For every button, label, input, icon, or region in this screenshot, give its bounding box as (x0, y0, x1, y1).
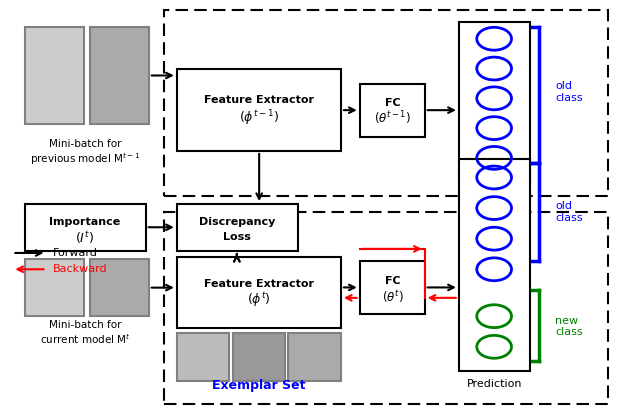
FancyBboxPatch shape (360, 84, 425, 137)
Text: Discrepancy: Discrepancy (198, 217, 275, 227)
Text: old
class: old class (555, 202, 583, 223)
Text: Backward: Backward (53, 264, 107, 274)
Text: Feature Extractor: Feature Extractor (204, 95, 314, 105)
FancyBboxPatch shape (360, 261, 425, 314)
Text: ($\phi^{t}$): ($\phi^{t}$) (247, 290, 271, 309)
FancyBboxPatch shape (177, 257, 341, 328)
Text: Loss: Loss (223, 233, 250, 242)
Text: ($\phi^{t-1}$): ($\phi^{t-1}$) (239, 109, 279, 128)
Text: FC: FC (384, 98, 401, 108)
Text: new
class: new class (555, 316, 583, 337)
FancyBboxPatch shape (177, 69, 341, 151)
FancyBboxPatch shape (90, 27, 149, 124)
FancyBboxPatch shape (25, 27, 84, 124)
Text: ($\theta^{t}$): ($\theta^{t}$) (381, 288, 404, 305)
Text: Importance: Importance (50, 217, 120, 227)
Text: Mini-batch for
previous model M$^{t-1}$: Mini-batch for previous model M$^{t-1}$ (30, 139, 140, 167)
Text: Prediction: Prediction (466, 379, 522, 388)
FancyBboxPatch shape (288, 333, 341, 381)
FancyBboxPatch shape (232, 333, 285, 381)
FancyBboxPatch shape (25, 204, 146, 251)
FancyBboxPatch shape (25, 259, 84, 316)
Text: FC: FC (384, 276, 401, 286)
FancyBboxPatch shape (177, 204, 298, 251)
Text: Exemplar Set: Exemplar Set (213, 379, 306, 392)
Text: Mini-batch for
current model M$^{t}$: Mini-batch for current model M$^{t}$ (40, 320, 130, 346)
FancyBboxPatch shape (177, 333, 229, 381)
FancyBboxPatch shape (459, 22, 530, 182)
FancyBboxPatch shape (90, 259, 149, 316)
Text: old
class: old class (555, 81, 583, 102)
FancyBboxPatch shape (459, 159, 530, 371)
Text: ($I^{t}$): ($I^{t}$) (76, 229, 94, 246)
Text: Feature Extractor: Feature Extractor (204, 279, 314, 288)
Text: ($\theta^{t-1}$): ($\theta^{t-1}$) (374, 109, 411, 127)
Text: Forward: Forward (53, 248, 97, 258)
